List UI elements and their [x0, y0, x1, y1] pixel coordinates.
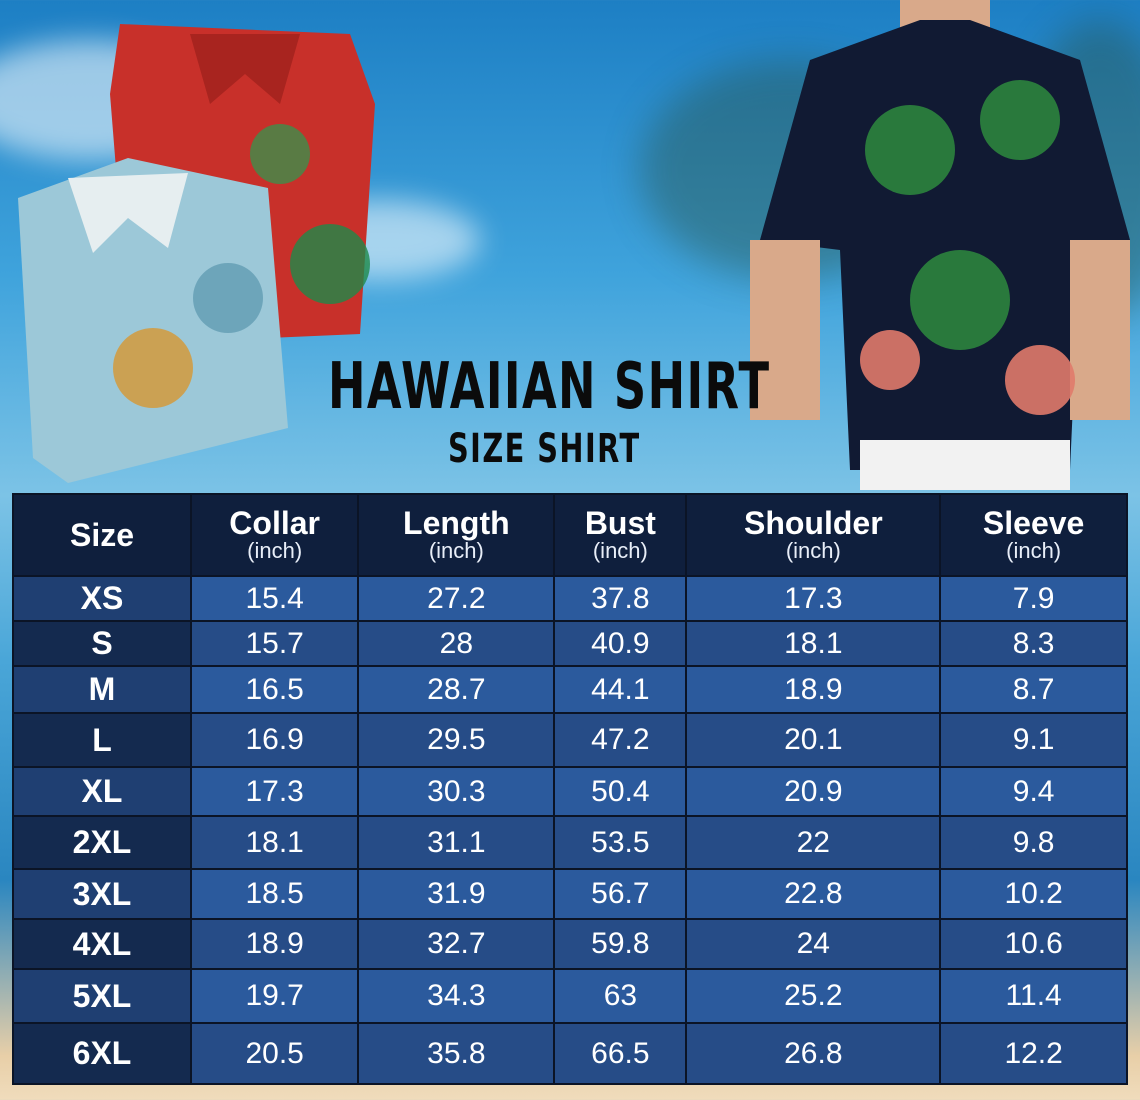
measurement-cell: 11.4: [939, 968, 1128, 1024]
table-header-row: Size Collar (inch) Length (inch) Bust (inch) Sh…: [12, 493, 1128, 577]
measurement-cell: 30.3: [357, 766, 556, 817]
measurement-cell: 12.2: [939, 1022, 1128, 1085]
measurement-cell: 10.6: [939, 918, 1128, 970]
table-row: 4XL 18.9 32.7 59.8 24 10.6: [12, 918, 1128, 970]
measurement-cell: 22.8: [685, 868, 942, 920]
table-row: L 16.9 29.5 47.2 20.1 9.1: [12, 712, 1128, 768]
column-header-label: Collar: [229, 505, 320, 541]
measurement-cell: 10.2: [939, 868, 1128, 920]
column-header-unit: (inch): [428, 538, 484, 563]
page-subtitle: SIZE SHIRT: [448, 426, 641, 472]
measurement-cell: 20.1: [685, 712, 942, 768]
measurement-cell: 18.9: [189, 918, 360, 970]
measurement-cell: 40.9: [553, 620, 688, 667]
table-row: M 16.5 28.7 44.1 18.9 8.7: [12, 665, 1128, 714]
column-header-unit: (inch): [785, 538, 841, 563]
table-row: 2XL 18.1 31.1 53.5 22 9.8: [12, 815, 1128, 870]
measurement-cell: 22: [685, 815, 942, 870]
measurement-cell: 31.1: [357, 815, 556, 870]
column-header-shoulder: Shoulder (inch): [685, 493, 942, 577]
measurement-cell: 20.9: [685, 766, 942, 817]
size-cell: L: [12, 712, 192, 768]
measurement-cell: 8.7: [939, 665, 1128, 714]
measurement-cell: 50.4: [553, 766, 688, 817]
measurement-cell: 28: [357, 620, 556, 667]
measurement-cell: 47.2: [553, 712, 688, 768]
measurement-cell: 53.5: [553, 815, 688, 870]
size-cell: 3XL: [12, 868, 192, 920]
column-header-collar: Collar (inch): [189, 493, 360, 577]
table-row: 6XL 20.5 35.8 66.5 26.8 12.2: [12, 1022, 1128, 1085]
measurement-cell: 17.3: [189, 766, 360, 817]
measurement-cell: 44.1: [553, 665, 688, 714]
measurement-cell: 25.2: [685, 968, 942, 1024]
model-shirt-image: [750, 0, 1130, 490]
size-cell: 5XL: [12, 968, 192, 1024]
column-header-unit: (inch): [247, 538, 303, 563]
measurement-cell: 29.5: [357, 712, 556, 768]
size-cell: S: [12, 620, 192, 667]
size-chart-table: Size Collar (inch) Length (inch) Bust (inch) Sh…: [12, 493, 1128, 1085]
measurement-cell: 63: [553, 968, 688, 1024]
measurement-cell: 16.5: [189, 665, 360, 714]
measurement-cell: 26.8: [685, 1022, 942, 1085]
measurement-cell: 8.3: [939, 620, 1128, 667]
measurement-cell: 20.5: [189, 1022, 360, 1085]
table-row: S 15.7 28 40.9 18.1 8.3: [12, 620, 1128, 667]
column-header-sleeve: Sleeve (inch): [939, 493, 1128, 577]
measurement-cell: 18.1: [685, 620, 942, 667]
measurement-cell: 35.8: [357, 1022, 556, 1085]
measurement-cell: 66.5: [553, 1022, 688, 1085]
measurement-cell: 17.3: [685, 575, 942, 622]
column-header-length: Length (inch): [357, 493, 556, 577]
column-header-label: Length: [403, 505, 510, 541]
size-cell: 6XL: [12, 1022, 192, 1085]
measurement-cell: 7.9: [939, 575, 1128, 622]
measurement-cell: 34.3: [357, 968, 556, 1024]
measurement-cell: 9.8: [939, 815, 1128, 870]
column-header-size: Size: [12, 493, 192, 577]
size-cell: XS: [12, 575, 192, 622]
measurement-cell: 15.4: [189, 575, 360, 622]
column-header-label: Size: [69, 517, 135, 553]
measurement-cell: 18.1: [189, 815, 360, 870]
table-row: XS 15.4 27.2 37.8 17.3 7.9: [12, 575, 1128, 622]
column-header-unit: (inch): [1006, 538, 1062, 563]
measurement-cell: 28.7: [357, 665, 556, 714]
size-cell: 4XL: [12, 918, 192, 970]
measurement-cell: 15.7: [189, 620, 360, 667]
page-title: HAWAIIAN SHIRT: [328, 350, 771, 424]
measurement-cell: 27.2: [357, 575, 556, 622]
column-header-label: Sleeve: [982, 505, 1085, 541]
column-header-unit: (inch): [592, 538, 648, 563]
measurement-cell: 59.8: [553, 918, 688, 970]
measurement-cell: 19.7: [189, 968, 360, 1024]
measurement-cell: 9.4: [939, 766, 1128, 817]
measurement-cell: 18.5: [189, 868, 360, 920]
size-cell: 2XL: [12, 815, 192, 870]
measurement-cell: 16.9: [189, 712, 360, 768]
measurement-cell: 18.9: [685, 665, 942, 714]
measurement-cell: 31.9: [357, 868, 556, 920]
table-row: XL 17.3 30.3 50.4 20.9 9.4: [12, 766, 1128, 817]
measurement-cell: 24: [685, 918, 942, 970]
folded-blue-shirt-image: [18, 158, 288, 483]
measurement-cell: 9.1: [939, 712, 1128, 768]
measurement-cell: 56.7: [553, 868, 688, 920]
measurement-cell: 32.7: [357, 918, 556, 970]
table-row: 5XL 19.7 34.3 63 25.2 11.4: [12, 968, 1128, 1024]
table-row: 3XL 18.5 31.9 56.7 22.8 10.2: [12, 868, 1128, 920]
size-cell: M: [12, 665, 192, 714]
column-header-label: Bust: [584, 505, 656, 541]
measurement-cell: 37.8: [553, 575, 688, 622]
size-cell: XL: [12, 766, 192, 817]
column-header-bust: Bust (inch): [553, 493, 688, 577]
column-header-label: Shoulder: [743, 505, 883, 541]
